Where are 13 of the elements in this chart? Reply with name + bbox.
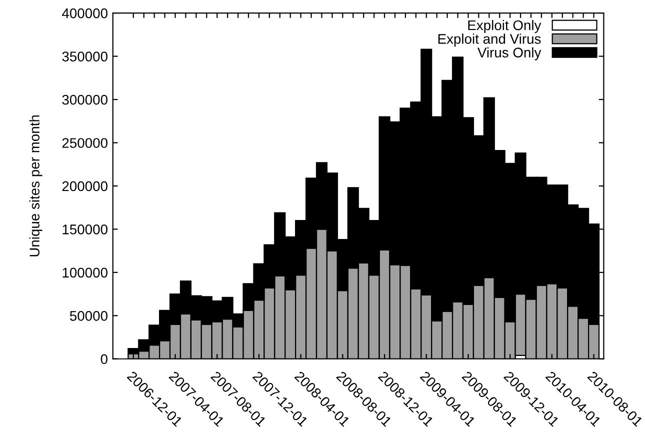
legend-label: Virus Only bbox=[477, 47, 542, 60]
y-tick-label: 350000 bbox=[62, 52, 108, 62]
y-tick-label: 0 bbox=[100, 354, 108, 364]
legend-label: Exploit and Virus bbox=[438, 34, 541, 47]
y-tick-label: 400000 bbox=[62, 8, 108, 18]
y-tick-label: 200000 bbox=[62, 181, 108, 192]
y-tick-label: 300000 bbox=[62, 94, 108, 105]
y-tick-label: 100000 bbox=[62, 268, 108, 278]
y-tick-label: 50000 bbox=[70, 310, 108, 321]
y-tick-label: 150000 bbox=[62, 224, 108, 234]
legend-label: Exploit Only bbox=[468, 20, 542, 33]
y-axis-title: Unique sites per month bbox=[29, 115, 42, 256]
y-tick-label: 250000 bbox=[62, 138, 108, 148]
